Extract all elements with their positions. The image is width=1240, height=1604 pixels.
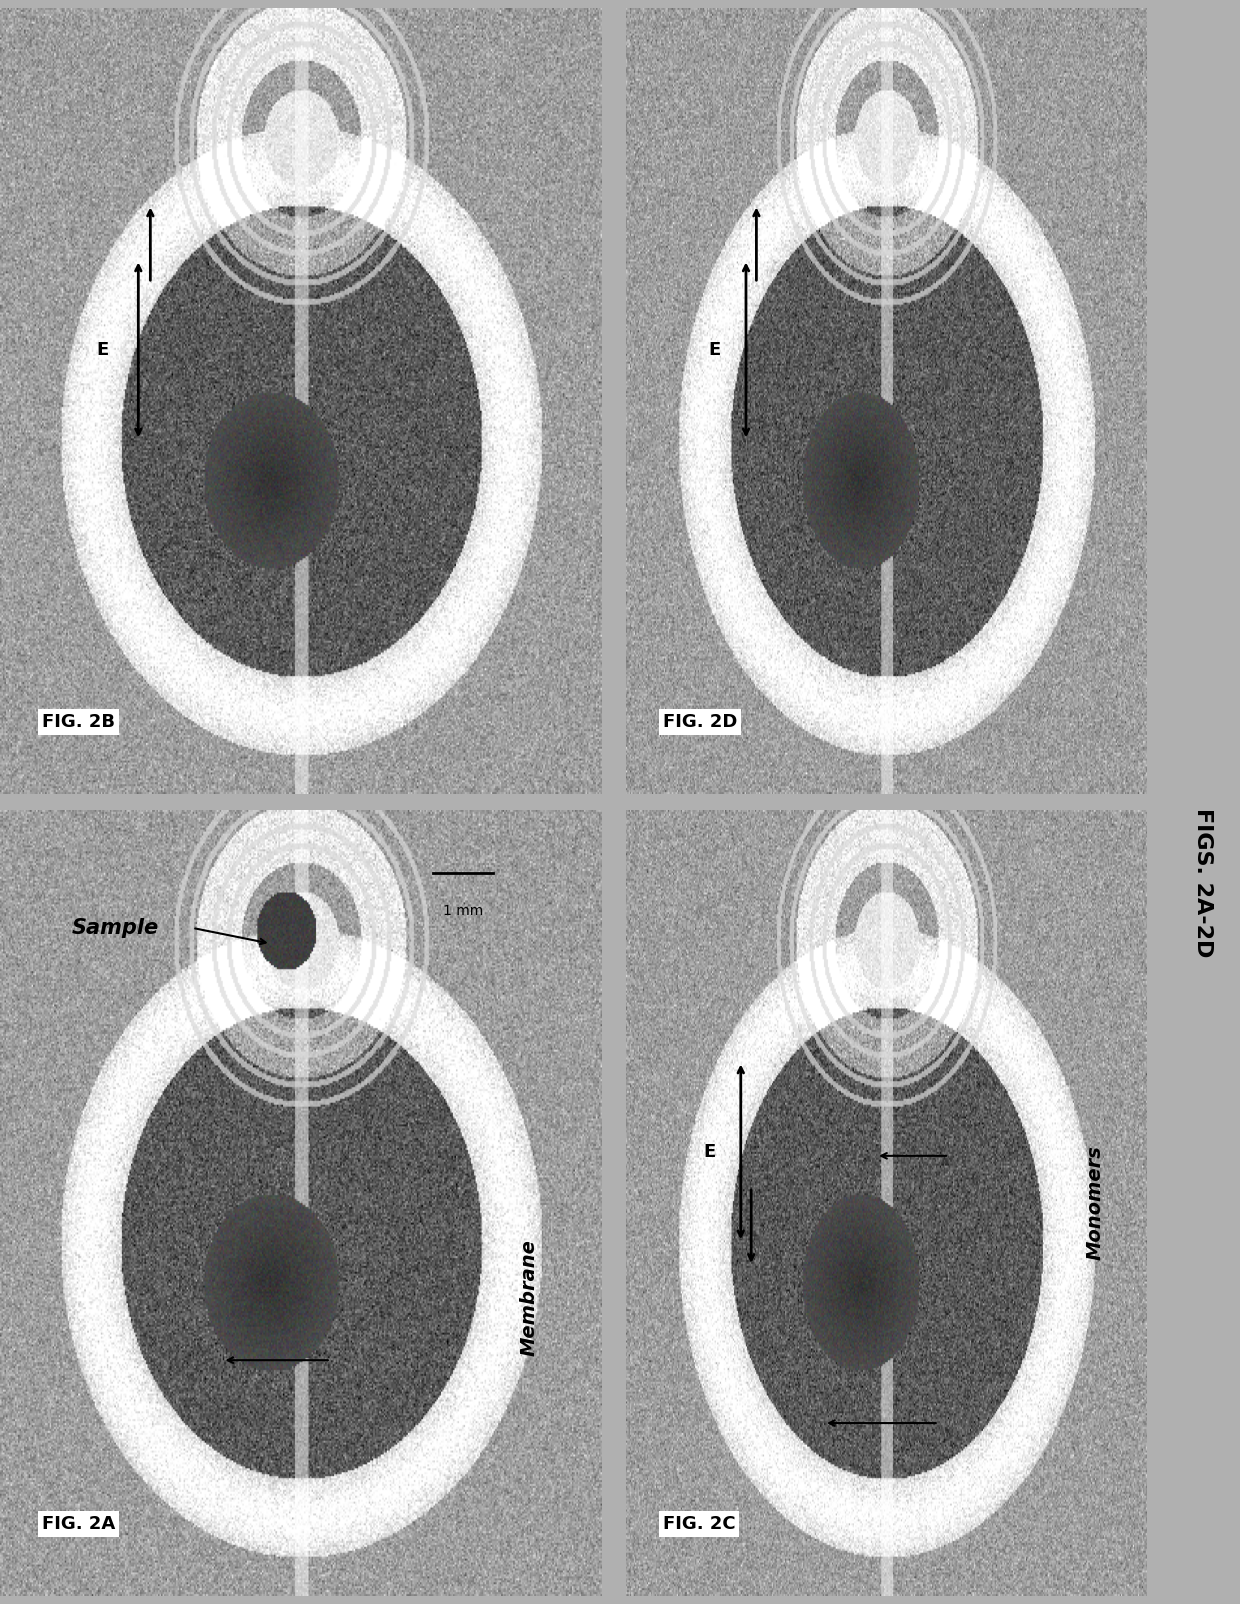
Text: Monomers: Monomers <box>1085 1145 1105 1261</box>
Text: E: E <box>703 1144 715 1161</box>
Text: E: E <box>708 342 720 359</box>
Text: FIG. 2A: FIG. 2A <box>42 1516 115 1533</box>
Text: Sample: Sample <box>72 917 159 938</box>
Text: Membrane: Membrane <box>520 1238 538 1355</box>
Text: FIG. 2D: FIG. 2D <box>662 714 737 731</box>
Text: E: E <box>97 342 108 359</box>
Text: FIG. 2C: FIG. 2C <box>662 1516 735 1533</box>
Text: FIG. 2B: FIG. 2B <box>42 714 115 731</box>
Text: FIGS. 2A-2D: FIGS. 2A-2D <box>1193 807 1213 958</box>
Text: 1 mm: 1 mm <box>443 905 484 919</box>
